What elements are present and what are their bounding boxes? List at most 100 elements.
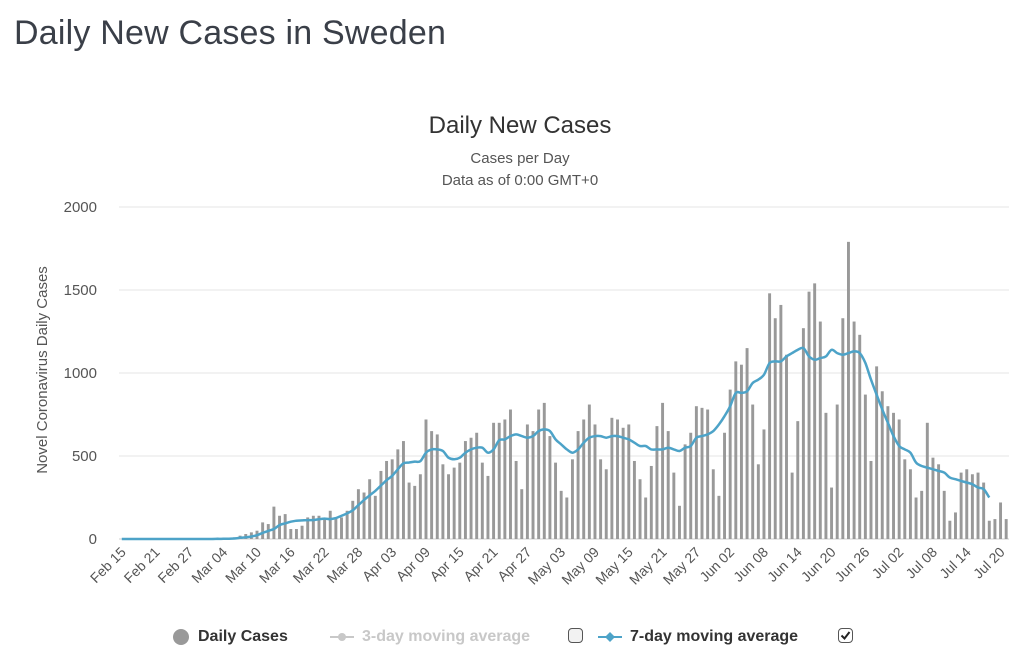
x-tick-label: Jul 02 xyxy=(869,544,907,582)
daily-cases-bar xyxy=(649,465,653,539)
daily-cases-bar xyxy=(469,437,473,539)
daily-cases-bar xyxy=(880,391,884,539)
legend-item-3-day-average[interactable]: 3-day moving average xyxy=(330,628,530,646)
chart-area: Daily New Cases Cases per Day Data as of… xyxy=(34,112,1009,588)
y-tick-label: 1500 xyxy=(64,282,97,299)
daily-cases-bar xyxy=(486,475,490,539)
daily-cases-bar xyxy=(734,361,738,539)
daily-cases-bar xyxy=(931,457,935,539)
daily-cases-bar xyxy=(801,328,805,539)
daily-cases-bar xyxy=(503,419,507,539)
daily-cases-bar xyxy=(976,472,980,539)
daily-cases-bar xyxy=(948,520,952,539)
legend-checkbox-7-day-average[interactable] xyxy=(838,628,853,643)
daily-cases-bar xyxy=(340,517,343,539)
daily-cases-bar xyxy=(272,506,276,539)
daily-cases-bar xyxy=(576,431,580,539)
daily-cases-bar xyxy=(711,469,715,539)
daily-cases-bar xyxy=(306,517,310,539)
daily-cases-bar xyxy=(447,474,450,539)
daily-cases-bar xyxy=(356,489,360,539)
page-title: Daily New Cases in Sweden xyxy=(14,14,447,52)
daily-cases-bar xyxy=(418,474,422,539)
daily-cases-bar xyxy=(463,441,467,539)
daily-cases-bar xyxy=(706,409,710,539)
daily-cases-bar xyxy=(987,520,991,539)
daily-cases-bar xyxy=(739,364,743,539)
x-tick-label: Jul 08 xyxy=(902,544,940,582)
daily-cases-bar xyxy=(835,404,839,539)
y-axis-label: Novel Coronavirus Daily Cases xyxy=(34,266,51,474)
daily-cases-bar xyxy=(886,406,890,539)
daily-cases-bar xyxy=(858,334,862,539)
daily-cases-bar xyxy=(368,479,372,539)
daily-cases-bar xyxy=(587,404,591,539)
daily-cases-bar xyxy=(407,482,411,539)
daily-cases-bar xyxy=(683,444,687,539)
daily-cases-bar xyxy=(942,490,946,539)
daily-cases-bar xyxy=(289,529,293,539)
x-tick-label: Jun 02 xyxy=(696,544,737,585)
chart-subtitle-line-1: Cases per Day xyxy=(470,150,570,167)
daily-cases-bar xyxy=(914,497,918,539)
daily-cases-bar xyxy=(638,479,642,539)
daily-cases-bar xyxy=(599,459,603,539)
x-tick-label: May 27 xyxy=(660,544,704,588)
daily-cases-bar xyxy=(666,431,670,539)
daily-cases-bar xyxy=(570,459,574,539)
x-tick-label: Feb 27 xyxy=(154,544,196,586)
legend-label-7-day-average: 7-day moving average xyxy=(630,628,799,645)
daily-cases-bar xyxy=(728,389,732,539)
x-tick-label: Mar 04 xyxy=(188,544,230,586)
daily-cases-bar xyxy=(773,318,777,539)
y-tick-label: 0 xyxy=(89,531,97,548)
chart-legend: Daily Cases 3-day moving average 7-day m… xyxy=(0,620,1024,656)
x-tick-label: Apr 21 xyxy=(460,544,501,585)
daily-cases-bar xyxy=(345,510,349,539)
daily-cases-bar xyxy=(723,432,727,539)
daily-cases-bar xyxy=(323,519,327,539)
daily-cases-bar xyxy=(925,422,929,539)
y-tick-label: 1000 xyxy=(64,365,97,382)
daily-cases-bar xyxy=(537,409,541,539)
daily-cases-bar xyxy=(559,490,563,539)
daily-cases-bar xyxy=(334,517,338,539)
legend-item-daily-cases[interactable]: Daily Cases xyxy=(172,628,288,646)
daily-cases-bar xyxy=(999,502,1003,539)
daily-cases-bar xyxy=(261,522,265,539)
daily-cases-bar xyxy=(627,424,631,539)
daily-cases-bar xyxy=(283,514,287,539)
legend-checkbox-3-day-average[interactable] xyxy=(568,628,583,643)
daily-cases-bar xyxy=(379,470,383,539)
x-tick-label: Apr 09 xyxy=(393,544,434,585)
legend-label-daily-cases: Daily Cases xyxy=(198,628,288,645)
daily-cases-bar xyxy=(435,434,439,539)
daily-cases-bar xyxy=(655,426,659,539)
daily-cases-bar xyxy=(1004,519,1008,539)
x-tick-label: Feb 15 xyxy=(87,544,129,586)
legend-item-7-day-average[interactable]: 7-day moving average xyxy=(598,628,798,646)
daily-cases-bar xyxy=(813,283,817,539)
daily-cases-bar xyxy=(475,432,479,539)
daily-cases-bar xyxy=(294,529,298,539)
daily-cases-bar xyxy=(441,464,445,539)
x-tick-label: Apr 03 xyxy=(359,544,400,585)
daily-cases-bar xyxy=(745,348,749,539)
daily-cases-bar xyxy=(863,394,867,539)
daily-cases-bar xyxy=(678,505,681,539)
x-tick-label: Mar 28 xyxy=(323,544,365,586)
daily-cases-bar xyxy=(452,467,456,539)
daily-cases-bar xyxy=(554,462,558,539)
x-tick-label: Jun 08 xyxy=(730,544,771,585)
daily-cases-bar xyxy=(751,404,755,539)
daily-cases-bar xyxy=(565,497,569,539)
daily-cases-bar xyxy=(401,441,405,539)
daily-cases-bar xyxy=(278,515,282,539)
daily-cases-bar xyxy=(390,459,394,539)
x-tick-label: Jul 14 xyxy=(936,544,974,582)
daily-cases-bar xyxy=(717,495,721,539)
seven-day-average-line xyxy=(121,346,991,541)
daily-cases-bar xyxy=(497,422,501,539)
daily-cases-bar xyxy=(762,429,766,539)
daily-cases-bar xyxy=(328,510,332,539)
